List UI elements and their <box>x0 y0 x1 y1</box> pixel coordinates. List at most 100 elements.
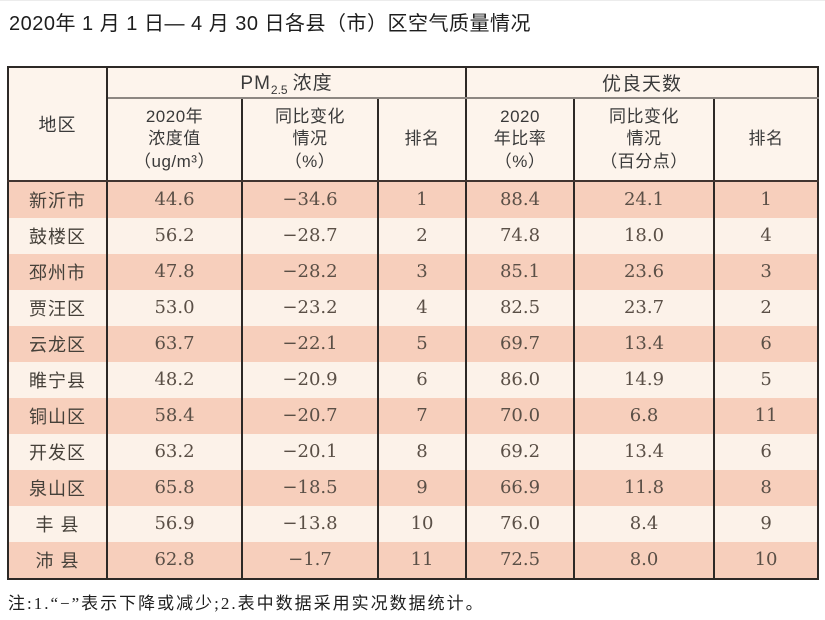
pm-rank-cell: 5 <box>376 325 468 362</box>
good-change-cell: 8.0 <box>573 541 716 579</box>
good-rate-cell: 86.0 <box>465 361 576 398</box>
header-good-days-group: 优良天数 <box>465 67 820 99</box>
table-row: 贾汪区 53.0 −23.2 4 82.5 23.7 2 <box>7 289 820 326</box>
header-good-rate: 2020 年比率 （%） <box>465 97 576 182</box>
header-sub-row: 2020年 浓度值 （ug/m³） 同比变化 情况 （%） 排名 2020 年比… <box>8 97 820 182</box>
pm25-subscript: 2.5 <box>270 82 288 97</box>
good-rate-cell: 88.4 <box>465 180 576 218</box>
pm-value-cell: 63.2 <box>106 433 243 470</box>
pm-rank-cell: 6 <box>376 361 468 398</box>
good-rank-cell: 5 <box>713 361 820 398</box>
good-rate-cell: 72.5 <box>465 541 576 579</box>
pm-rank-cell: 1 <box>376 180 468 218</box>
region-cell: 开发区 <box>7 433 108 470</box>
page-title: 2020年 1 月 1 日— 4 月 30 日各县（市）区空气质量情况 <box>9 13 532 35</box>
pm-rank-cell: 2 <box>376 217 468 254</box>
good-change-cell: 13.4 <box>573 433 716 470</box>
pm-change-cell: −22.1 <box>241 325 379 362</box>
table-row: 鼓楼区 56.2 −28.7 2 74.8 18.0 4 <box>7 217 820 254</box>
pm-value-cell: 58.4 <box>106 397 243 434</box>
table-row: 泉山区 65.8 −18.5 9 66.9 11.8 8 <box>7 469 820 506</box>
good-rank-cell: 2 <box>713 289 820 326</box>
table-row: 丰 县 56.9 −13.8 10 76.0 8.4 9 <box>7 505 820 542</box>
pm-value-cell: 63.7 <box>106 325 243 362</box>
pm25-prefix: PM <box>240 73 271 94</box>
pm-change-cell: −13.8 <box>241 505 379 542</box>
table-row: 睢宁县 48.2 −20.9 6 86.0 14.9 5 <box>7 361 820 398</box>
good-rate-cell: 85.1 <box>465 253 576 290</box>
table-row: 沛 县 62.8 −1.7 11 72.5 8.0 10 <box>7 541 820 579</box>
pm-change-cell: −23.2 <box>241 289 379 326</box>
table-header: 地区 PM2.5 浓度 优良天数 2020年 浓度值 （ug/m³） 同比变化 情… <box>7 67 820 182</box>
header-pm25-group: PM2.5 浓度 <box>105 67 468 99</box>
good-rank-cell: 9 <box>713 505 820 542</box>
pm-change-cell: −28.7 <box>241 217 379 254</box>
table-row: 云龙区 63.7 −22.1 5 69.7 13.4 6 <box>7 325 820 362</box>
pm-value-cell: 56.9 <box>106 505 243 542</box>
good-rank-cell: 6 <box>713 433 820 470</box>
good-rank-cell: 4 <box>713 217 820 254</box>
table-row: 铜山区 58.4 −20.7 7 70.0 6.8 11 <box>7 397 820 434</box>
good-rate-cell: 66.9 <box>465 469 576 506</box>
pm-change-cell: −28.2 <box>241 253 379 290</box>
region-cell: 沛 县 <box>7 541 108 579</box>
good-rate-cell: 70.0 <box>465 397 576 434</box>
header-pm-rank: 排名 <box>376 97 468 182</box>
good-rate-cell: 74.8 <box>465 217 576 254</box>
pm-change-cell: −18.5 <box>241 469 379 506</box>
pm-value-cell: 53.0 <box>106 289 243 326</box>
header-good-rank: 排名 <box>713 97 820 182</box>
good-change-cell: 18.0 <box>573 217 716 254</box>
header-group-row: 地区 PM2.5 浓度 优良天数 <box>7 67 820 182</box>
good-change-cell: 11.8 <box>573 469 716 506</box>
good-rate-cell: 69.2 <box>465 433 576 470</box>
pm-value-cell: 47.8 <box>106 253 243 290</box>
good-change-cell: 23.6 <box>573 253 716 290</box>
good-rank-cell: 6 <box>713 325 820 362</box>
good-rate-cell: 82.5 <box>465 289 576 326</box>
header-pm-value: 2020年 浓度值 （ug/m³） <box>106 97 243 182</box>
pm-rank-cell: 10 <box>376 505 468 542</box>
pm-rank-cell: 7 <box>376 397 468 434</box>
pm-rank-cell: 8 <box>376 433 468 470</box>
pm-rank-cell: 3 <box>376 253 468 290</box>
header-region: 地区 <box>7 67 108 182</box>
table-body: 新沂市 44.6 −34.6 1 88.4 24.1 1 鼓楼区 56.2 −2… <box>7 180 820 579</box>
good-rate-cell: 69.7 <box>465 325 576 362</box>
pm25-suffix: 浓度 <box>292 73 333 94</box>
good-change-cell: 13.4 <box>573 325 716 362</box>
good-rank-cell: 10 <box>713 541 820 579</box>
good-change-cell: 8.4 <box>573 505 716 542</box>
pm-value-cell: 56.2 <box>106 217 243 254</box>
table-row: 开发区 63.2 −20.1 8 69.2 13.4 6 <box>7 433 820 470</box>
region-cell: 云龙区 <box>7 325 108 362</box>
header-good-change: 同比变化 情况 （百分点） <box>573 97 716 182</box>
good-rank-cell: 3 <box>713 253 820 290</box>
footnote: 注:1.“−”表示下降或减少;2.表中数据采用实况数据统计。 <box>8 594 485 613</box>
good-rank-cell: 1 <box>713 180 820 218</box>
region-cell: 贾汪区 <box>7 289 108 326</box>
pm-change-cell: −34.6 <box>241 180 379 218</box>
region-cell: 铜山区 <box>7 397 108 434</box>
region-cell: 丰 县 <box>7 505 108 542</box>
pm-rank-cell: 4 <box>376 289 468 326</box>
pm-value-cell: 62.8 <box>106 541 243 579</box>
pm-change-cell: −1.7 <box>241 541 379 579</box>
region-cell: 邳州市 <box>7 253 108 290</box>
pm-change-cell: −20.9 <box>241 361 379 398</box>
air-quality-table: 地区 PM2.5 浓度 优良天数 2020年 浓度值 （ug/m³） 同比变化 情… <box>7 66 820 580</box>
table-row: 邳州市 47.8 −28.2 3 85.1 23.6 3 <box>7 253 820 290</box>
header-pm-change: 同比变化 情况 （%） <box>241 97 379 182</box>
table-row: 新沂市 44.6 −34.6 1 88.4 24.1 1 <box>7 180 820 218</box>
pm-rank-cell: 11 <box>376 541 468 579</box>
good-change-cell: 14.9 <box>573 361 716 398</box>
region-cell: 鼓楼区 <box>7 217 108 254</box>
pm-change-cell: −20.7 <box>241 397 379 434</box>
region-cell: 新沂市 <box>7 180 108 218</box>
region-cell: 泉山区 <box>7 469 108 506</box>
pm-value-cell: 65.8 <box>106 469 243 506</box>
pm-value-cell: 48.2 <box>106 361 243 398</box>
region-cell: 睢宁县 <box>7 361 108 398</box>
good-rank-cell: 8 <box>713 469 820 506</box>
